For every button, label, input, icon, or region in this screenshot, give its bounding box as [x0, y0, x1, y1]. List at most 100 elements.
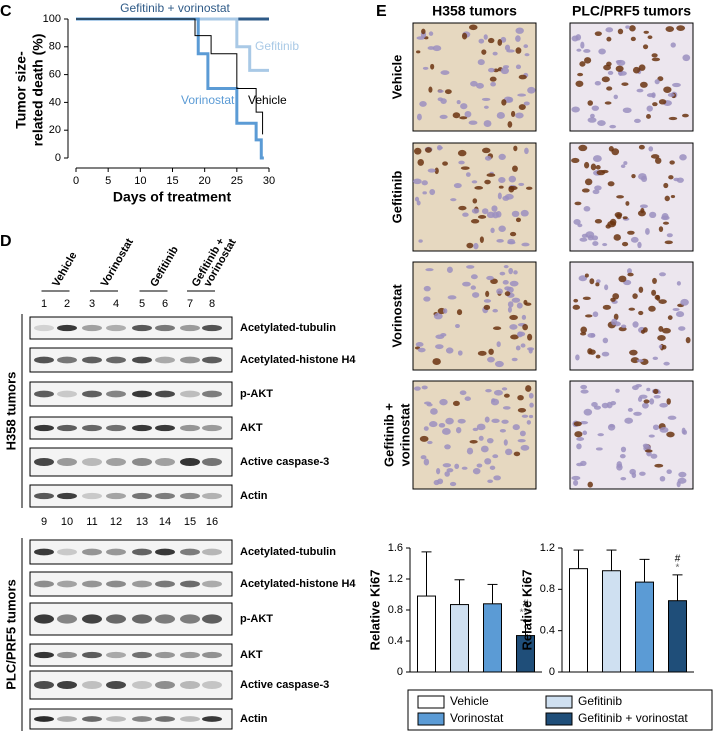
nucleus [503, 393, 510, 398]
nucleus [642, 44, 649, 50]
significance: # [523, 599, 529, 610]
nucleus [678, 326, 686, 331]
lane-number: 13 [136, 516, 148, 528]
blot-band [180, 681, 200, 689]
nucleus [425, 268, 434, 272]
nucleus [580, 41, 585, 49]
nucleus [638, 144, 645, 150]
nucleus [478, 435, 484, 441]
group-label: Vorinostat [99, 236, 136, 289]
nucleus [471, 208, 480, 214]
bar [569, 568, 588, 673]
nucleus [445, 347, 454, 354]
blot-label: Acetylated-tubulin [240, 546, 336, 558]
nucleus [663, 361, 670, 366]
nucleus [652, 356, 659, 361]
nucleus [476, 463, 483, 468]
nucleus [515, 47, 522, 54]
blot-band [82, 324, 102, 332]
nucleus [587, 117, 597, 123]
nucleus [501, 419, 509, 424]
nucleus [668, 116, 678, 121]
blot-frame [29, 708, 233, 730]
blot-band [202, 548, 222, 556]
nucleus [607, 220, 617, 228]
blot-band [34, 580, 54, 588]
nucleus [506, 96, 514, 103]
group-label: Vehicle [50, 250, 79, 289]
nucleus [457, 350, 463, 356]
nucleus [580, 326, 588, 334]
blot-band [57, 458, 77, 466]
blot-band [132, 614, 152, 624]
nucleus [607, 181, 615, 187]
y-tick-label: 0.4 [388, 635, 403, 647]
nucleus [525, 385, 532, 392]
panel-label: E [376, 3, 387, 20]
blot-band [132, 390, 152, 398]
nucleus [413, 386, 421, 391]
nucleus [637, 241, 642, 249]
blot-band [82, 390, 102, 398]
blot-band [82, 614, 102, 624]
nucleus [447, 295, 457, 300]
nucleus [518, 182, 525, 186]
blot-band [82, 716, 102, 722]
nucleus [487, 479, 494, 484]
nucleus [418, 239, 423, 243]
blot-band [132, 324, 152, 332]
nucleus [625, 25, 630, 29]
nucleus [621, 324, 627, 329]
nucleus [490, 227, 495, 234]
nucleus [511, 210, 520, 218]
nucleus [667, 315, 673, 320]
nucleus [655, 294, 661, 301]
nucleus [500, 36, 507, 43]
lane-number: 14 [159, 516, 171, 528]
blot-frame [29, 381, 233, 407]
row-label: Vorinostat [389, 284, 404, 348]
blot-band [106, 390, 126, 398]
nucleus [428, 86, 433, 93]
lane-number: 2 [64, 298, 70, 310]
nucleus [672, 82, 681, 88]
nucleus [529, 402, 534, 408]
nucleus [622, 216, 628, 220]
nucleus [493, 389, 503, 396]
nucleus [653, 388, 659, 395]
nucleus [584, 178, 593, 186]
nucleus [680, 298, 689, 306]
nucleus [470, 218, 480, 224]
nucleus [606, 86, 613, 91]
nucleus [517, 439, 526, 443]
blot-band [34, 390, 54, 398]
nucleus [629, 25, 636, 32]
nucleus [595, 282, 600, 287]
nucleus [666, 398, 671, 405]
legend-label: Gefitinib + vorinostat [578, 711, 688, 725]
row-label: Vehicle [389, 55, 404, 100]
nucleus [648, 146, 654, 152]
nucleus [676, 281, 681, 286]
blot-band [180, 651, 200, 659]
nucleus [633, 411, 642, 416]
nucleus [455, 426, 462, 434]
nucleus [592, 241, 599, 247]
nucleus [486, 211, 495, 219]
nucleus [485, 388, 492, 393]
nucleus [578, 144, 588, 152]
nucleus [492, 454, 499, 459]
blot-band [202, 324, 222, 332]
nucleus [452, 400, 460, 407]
nucleus [658, 299, 667, 304]
nucleus [577, 223, 583, 228]
nucleus [524, 53, 530, 57]
nucleus [604, 101, 612, 105]
nucleus [576, 443, 582, 450]
nucleus [438, 422, 446, 428]
nucleus [518, 74, 527, 80]
nucleus [608, 146, 614, 152]
nucleus [617, 28, 624, 35]
blot-band [106, 716, 126, 722]
nucleus [497, 192, 502, 200]
